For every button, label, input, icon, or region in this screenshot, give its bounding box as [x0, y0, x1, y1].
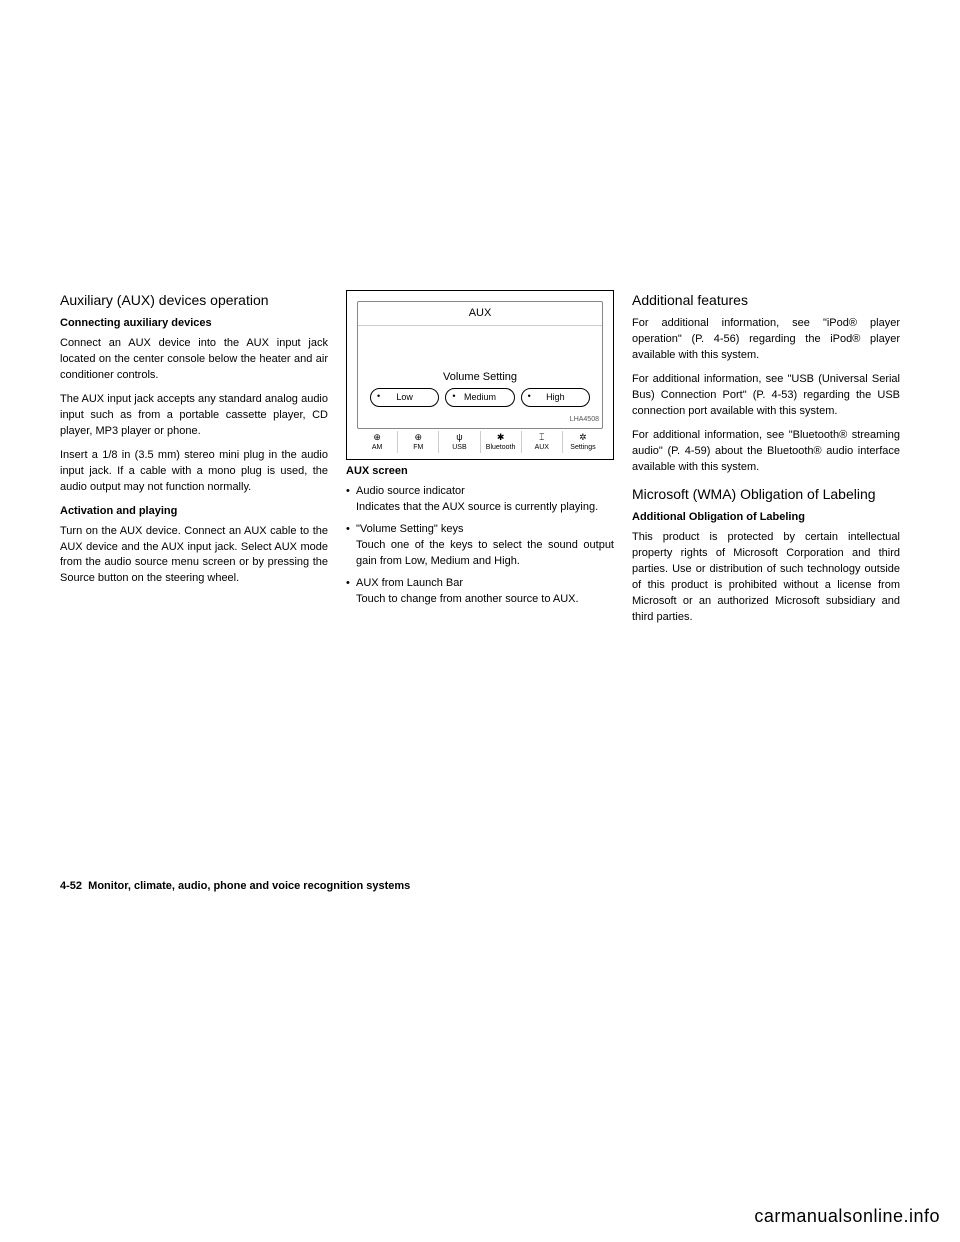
launch-usb[interactable]: ψUSB	[438, 431, 479, 453]
para: For additional information, see "USB (Un…	[632, 372, 900, 420]
aux-screen-figure: AUX Volume Setting Low Medium High ⊕AM ⊕…	[346, 290, 614, 460]
para: For additional information, see "Bluetoo…	[632, 428, 900, 476]
column-middle: AUX Volume Setting Low Medium High ⊕AM ⊕…	[346, 290, 614, 634]
aux-heading: Auxiliary (AUX) devices operation	[60, 290, 328, 310]
low-button[interactable]: Low	[370, 388, 439, 407]
launch-bluetooth[interactable]: ✱Bluetooth	[480, 431, 521, 453]
list-item: Audio source indicator Indicates that the…	[346, 484, 614, 516]
am-icon: ⊕	[357, 431, 397, 444]
launch-label: AM	[372, 444, 383, 451]
li-body: Indicates that the AUX source is current…	[356, 500, 614, 516]
wma-subhead: Additional Obligation of Labeling	[632, 510, 900, 526]
aux-screen-list: Audio source indicator Indicates that the…	[346, 484, 614, 608]
launch-fm[interactable]: ⊕FM	[397, 431, 438, 453]
column-left: Auxiliary (AUX) devices operation Connec…	[60, 290, 328, 634]
list-item: AUX from Launch Bar Touch to change from …	[346, 576, 614, 608]
screen-title: AUX	[358, 306, 602, 326]
watermark: carmanualsonline.info	[754, 1206, 940, 1227]
page-number: 4-52	[60, 880, 82, 892]
figure-ref: LHA4508	[570, 415, 599, 425]
launch-label: Bluetooth	[486, 444, 516, 451]
column-right: Additional features For additional infor…	[632, 290, 900, 634]
fm-icon: ⊕	[398, 431, 438, 444]
figure-caption: AUX screen	[346, 464, 614, 480]
li-body: Touch to change from another source to A…	[356, 592, 614, 608]
li-title: Audio source indicator	[356, 485, 465, 497]
footer-text: Monitor, climate, audio, phone and voice…	[88, 880, 410, 892]
screen-inner: AUX Volume Setting Low Medium High	[357, 301, 603, 429]
li-title: AUX from Launch Bar	[356, 577, 463, 589]
para: For additional information, see "iPod® p…	[632, 316, 900, 364]
launch-label: AUX	[535, 444, 549, 451]
launch-label: USB	[452, 444, 466, 451]
additional-features-heading: Additional features	[632, 290, 900, 310]
launch-settings[interactable]: ✲Settings	[562, 431, 603, 453]
columns: Auxiliary (AUX) devices operation Connec…	[60, 290, 900, 634]
usb-icon: ψ	[439, 431, 479, 444]
launch-am[interactable]: ⊕AM	[357, 431, 397, 453]
launch-label: FM	[413, 444, 423, 451]
activation-subhead: Activation and playing	[60, 504, 328, 520]
li-body: Touch one of the keys to select the soun…	[356, 538, 614, 570]
para: Turn on the AUX device. Connect an AUX c…	[60, 524, 328, 588]
para: This product is protected by certain int…	[632, 530, 900, 626]
launch-aux[interactable]: ⌶AUX	[521, 431, 562, 453]
list-item: "Volume Setting" keys Touch one of the ke…	[346, 522, 614, 570]
bluetooth-icon: ✱	[481, 431, 521, 444]
settings-icon: ✲	[563, 431, 603, 444]
volume-buttons-row: Low Medium High	[370, 388, 590, 407]
page-footer: 4-52 Monitor, climate, audio, phone and …	[60, 880, 410, 892]
launch-label: Settings	[570, 444, 595, 451]
para: The AUX input jack accepts any standard …	[60, 392, 328, 440]
volume-setting-label: Volume Setting	[358, 370, 602, 386]
medium-button[interactable]: Medium	[445, 388, 514, 407]
wma-heading: Microsoft (WMA) Obligation of Labeling	[632, 484, 900, 504]
li-title: "Volume Setting" keys	[356, 523, 463, 535]
page-content: Auxiliary (AUX) devices operation Connec…	[60, 290, 900, 634]
aux-icon: ⌶	[522, 431, 562, 444]
launch-bar: ⊕AM ⊕FM ψUSB ✱Bluetooth ⌶AUX ✲Settings	[357, 431, 603, 453]
para: Connect an AUX device into the AUX input…	[60, 336, 328, 384]
connecting-subhead: Connecting auxiliary devices	[60, 316, 328, 332]
para: Insert a 1/8 in (3.5 mm) stereo mini plu…	[60, 448, 328, 496]
high-button[interactable]: High	[521, 388, 590, 407]
